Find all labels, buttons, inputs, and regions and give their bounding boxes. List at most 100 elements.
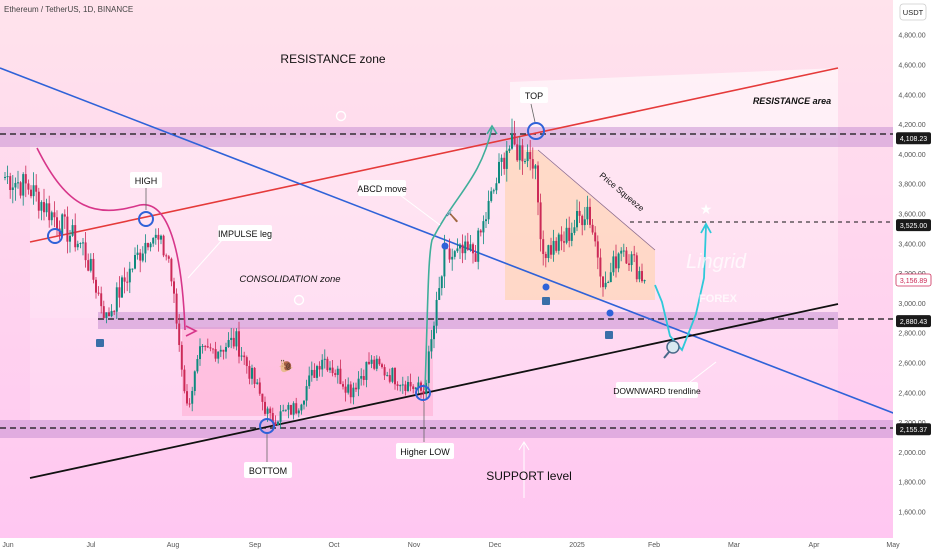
candle-body xyxy=(230,337,233,341)
candle-body xyxy=(503,157,506,169)
candle-body xyxy=(407,381,409,391)
candle-body xyxy=(102,306,105,318)
candle-body xyxy=(425,383,428,395)
trendline-touch-dot-3 xyxy=(606,309,614,317)
candle-body xyxy=(235,331,238,347)
candle-body xyxy=(175,293,178,324)
candle-body xyxy=(6,176,9,178)
trendline-touch-dot-1 xyxy=(441,242,449,250)
range-shade xyxy=(30,138,838,318)
currency-button-label[interactable]: USDT xyxy=(903,8,924,17)
candle-body xyxy=(583,219,586,226)
support-level-label: SUPPORT level xyxy=(486,469,572,483)
candle-body xyxy=(108,312,110,317)
candle-body xyxy=(154,234,157,238)
candle-body xyxy=(53,212,56,218)
candle-body xyxy=(282,410,285,412)
candle-body xyxy=(347,384,350,393)
candle-body xyxy=(11,187,14,191)
time-axis-ticks: Jun Jul Aug Sep Oct Nov Dec 2025 Feb Mar Apr May xyxy=(2,542,900,549)
candle-body xyxy=(219,349,222,352)
candle-body xyxy=(183,369,186,392)
candle-body xyxy=(71,225,74,236)
y-tick-label: 4,200.00 xyxy=(898,122,925,129)
abcd-callout: ABCD move xyxy=(357,180,407,196)
x-tick-label: Mar xyxy=(728,542,741,549)
candle-body xyxy=(570,232,573,241)
price-tag-label: 2,155.37 xyxy=(900,427,927,434)
y-tick-label: 4,600.00 xyxy=(898,62,925,69)
candle-body xyxy=(110,310,113,317)
candle-body xyxy=(513,133,516,145)
currency-button[interactable]: USDT xyxy=(899,3,927,21)
y-tick-label: 3,400.00 xyxy=(898,241,925,248)
top-callout-text: TOP xyxy=(525,91,543,101)
candle-body xyxy=(630,254,633,266)
x-tick-label: Sep xyxy=(249,542,262,549)
candle-body xyxy=(113,310,116,312)
star-icon: ★ xyxy=(700,201,713,217)
x-tick-label: Oct xyxy=(329,542,340,549)
candle-body xyxy=(292,403,295,415)
resistance-area-label: RESISTANCE area xyxy=(753,96,831,106)
candle-body xyxy=(40,202,43,211)
candle-body xyxy=(394,367,396,385)
candle-body xyxy=(365,361,368,380)
projection-arrowhead xyxy=(700,222,712,234)
candle-body xyxy=(563,241,565,243)
price-tag-label: 3,525.00 xyxy=(900,223,927,230)
candle-body xyxy=(17,182,19,184)
mid-zone-band xyxy=(98,312,838,329)
support-trendline[interactable] xyxy=(29,303,839,479)
candle-body xyxy=(37,191,40,211)
candle-body xyxy=(253,367,256,384)
candle-body xyxy=(401,384,404,386)
candle-body xyxy=(477,230,480,262)
event-flag-icon-jan xyxy=(605,331,613,339)
hammer-icon: 🔨 xyxy=(445,210,459,223)
candle-body xyxy=(165,255,168,257)
candle-body xyxy=(438,288,441,300)
candle-body xyxy=(22,174,25,196)
candle-body xyxy=(131,268,134,270)
marker-circle-left xyxy=(47,228,63,244)
candle-body xyxy=(63,214,66,217)
candle-body xyxy=(412,386,415,390)
candle-body xyxy=(238,331,240,357)
candle-body xyxy=(243,355,246,358)
candle-body xyxy=(641,271,643,282)
candle-body xyxy=(134,255,136,269)
candle-body xyxy=(128,268,131,283)
candle-body xyxy=(534,165,537,169)
candle-body xyxy=(191,390,194,404)
candle-body xyxy=(334,373,337,375)
candle-body xyxy=(305,386,308,401)
marker-circle-higher-low xyxy=(415,385,431,401)
candle-body xyxy=(303,400,305,405)
candle-body xyxy=(316,366,318,378)
candle-body xyxy=(149,243,152,248)
symbol-title: Ethereum / TetherUS, 1D, BINANCE xyxy=(4,5,133,14)
candle-body xyxy=(466,241,469,250)
candle-body xyxy=(214,349,217,359)
candle-body xyxy=(199,346,201,360)
candle-body xyxy=(596,241,599,258)
resistance-trendline[interactable] xyxy=(29,67,839,243)
candle-body xyxy=(368,361,370,364)
high-callout-text: HIGH xyxy=(135,176,158,186)
candle-body xyxy=(578,210,581,216)
candle-body xyxy=(555,240,558,251)
x-tick-label: Aug xyxy=(167,542,180,549)
candle-body xyxy=(599,257,602,277)
candle-body xyxy=(318,366,321,370)
candle-body xyxy=(35,185,38,192)
event-flag-icon-dec xyxy=(542,297,550,305)
time-axis-panel[interactable] xyxy=(0,538,932,550)
candle-body xyxy=(188,403,191,405)
candle-body xyxy=(97,292,100,294)
candle-body xyxy=(612,256,615,273)
candle-body xyxy=(201,345,204,347)
y-tick-label: 1,600.00 xyxy=(898,509,925,516)
